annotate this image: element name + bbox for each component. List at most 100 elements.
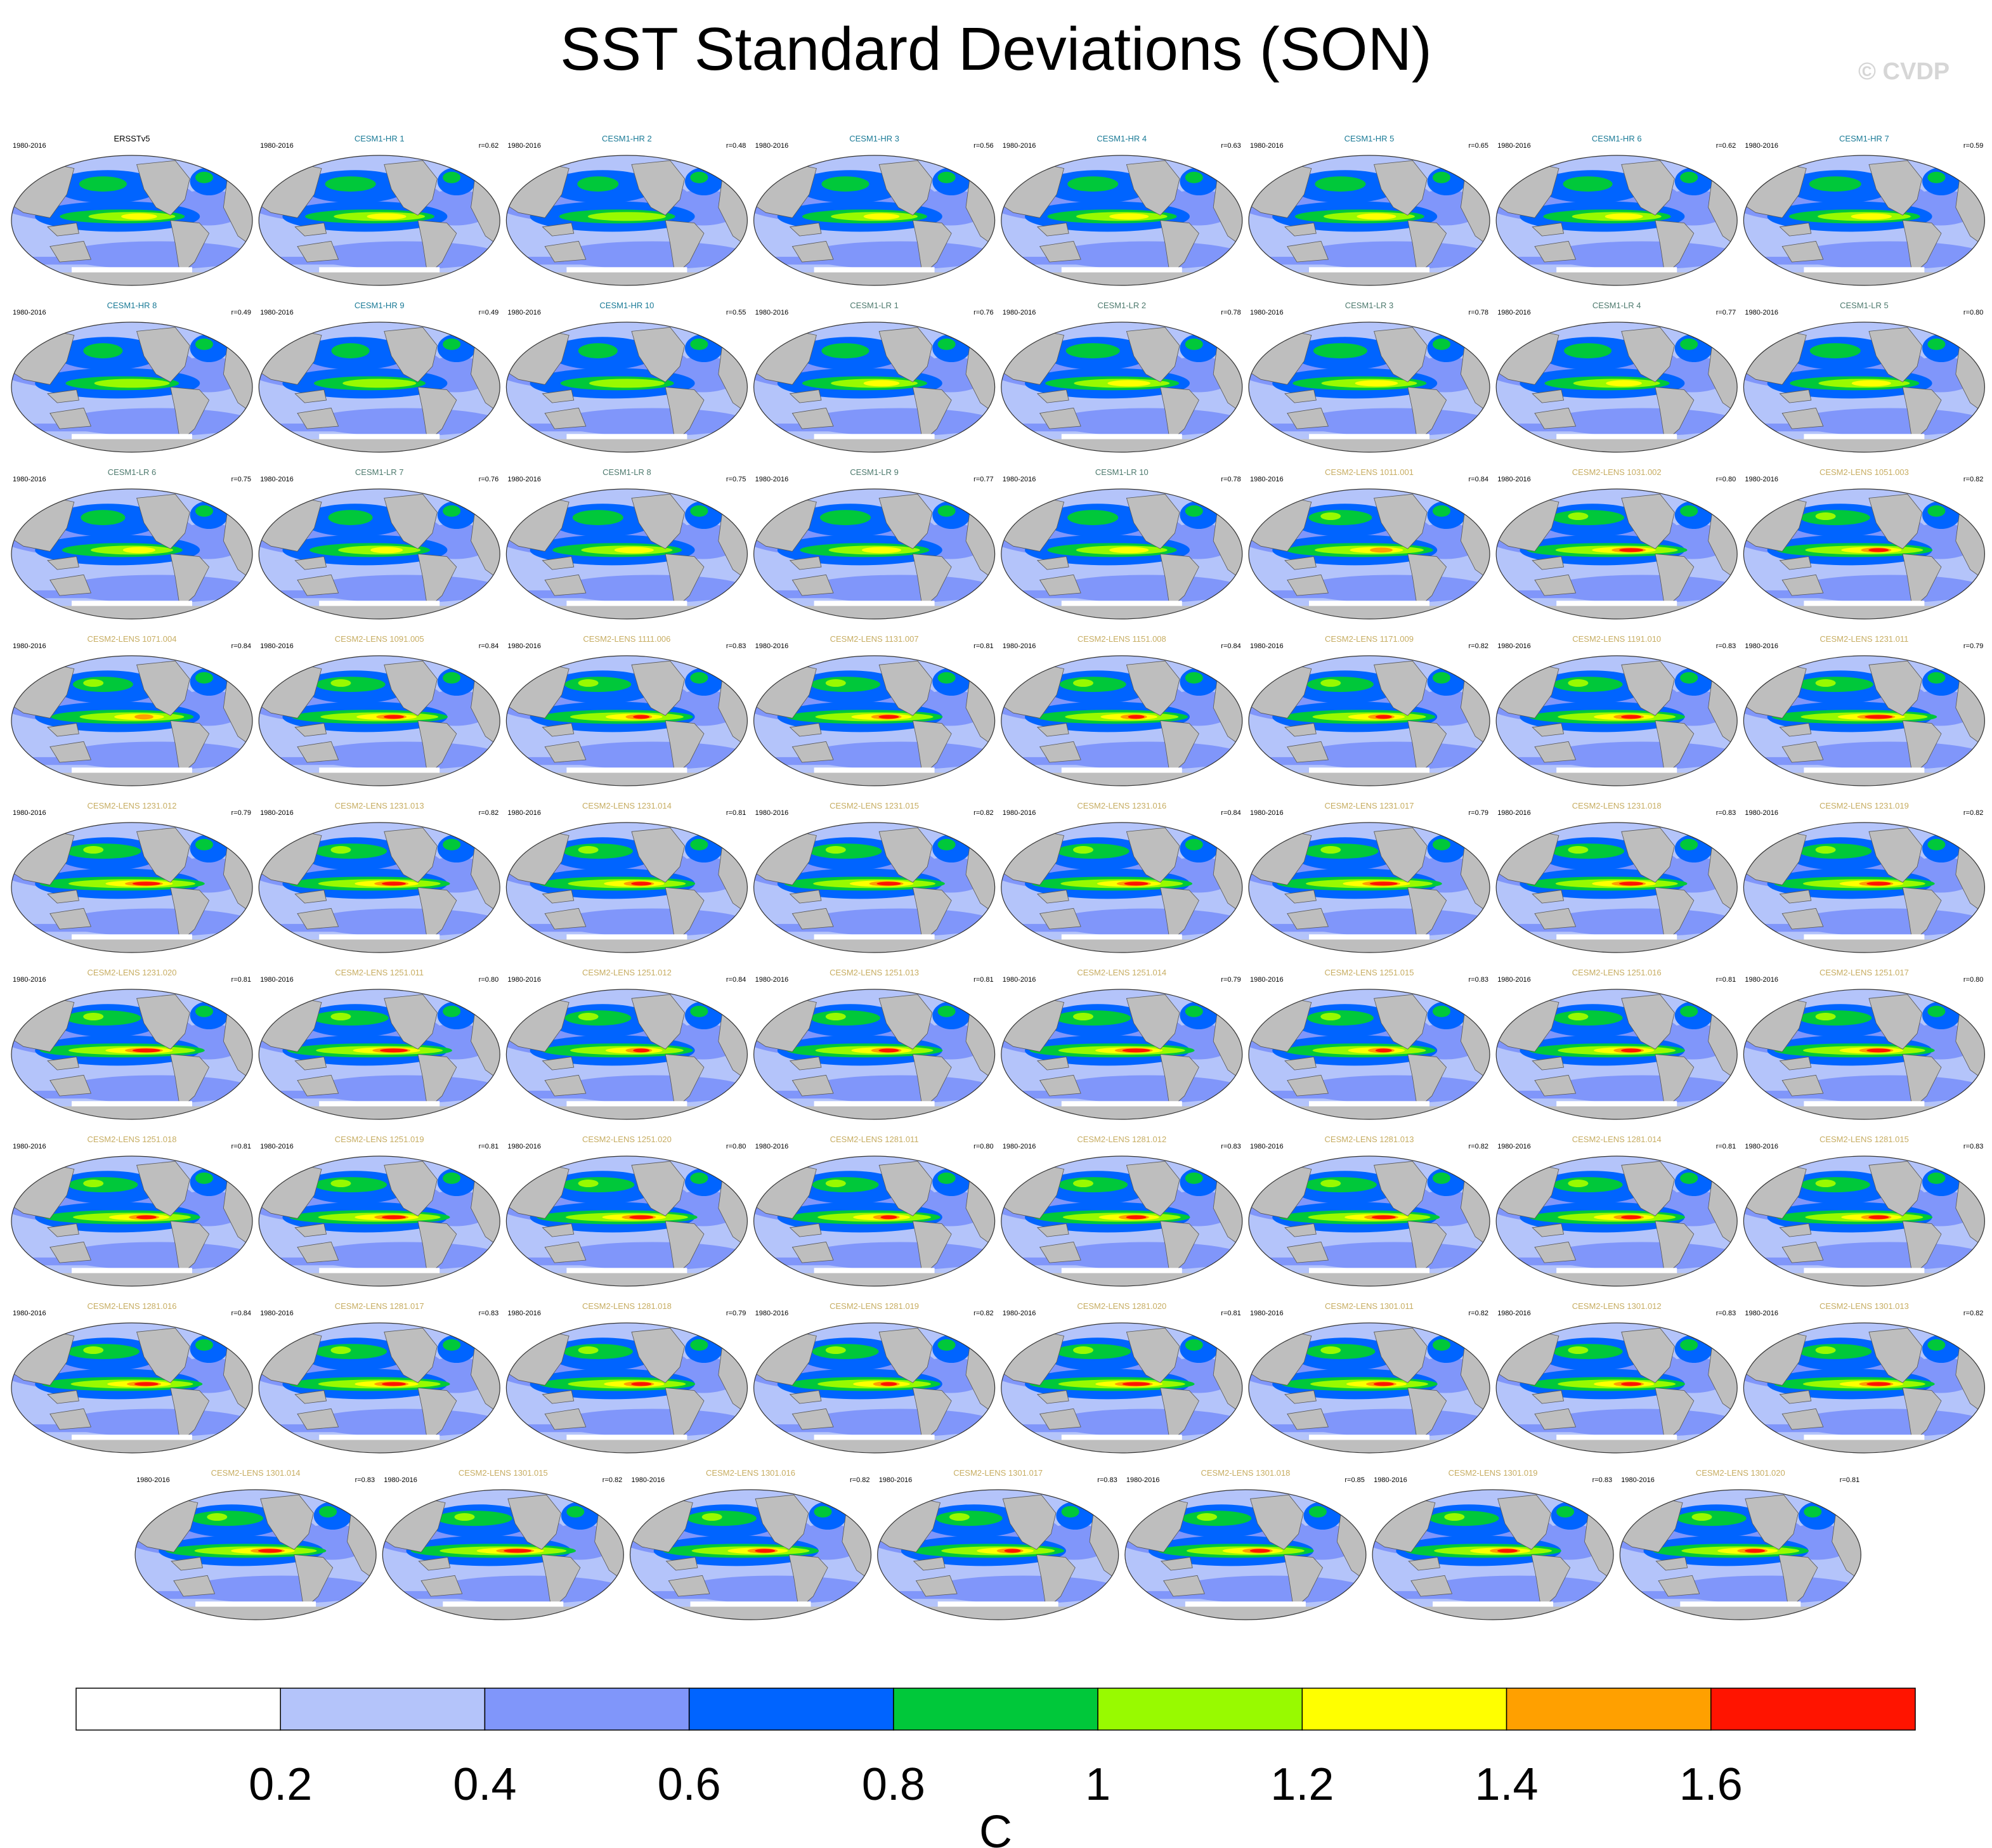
- panel-period: 1980-2016: [260, 1143, 294, 1150]
- panel-title: CESM1-HR 1: [355, 134, 405, 143]
- map-panel: 1980-2016 CESM2-LENS 1171.009 r=0.82: [1248, 634, 1490, 786]
- map-panel: 1980-2016 CESM2-LENS 1301.019 r=0.83: [1372, 1468, 1614, 1620]
- watermark: © CVDP: [1858, 58, 1950, 85]
- panel-correlation: r=0.84: [1469, 476, 1489, 483]
- panel-title: CESM1-LR 9: [850, 467, 899, 477]
- panel-period: 1980-2016: [1745, 476, 1778, 483]
- panel-title: CESM2-LENS 1281.018: [582, 1301, 672, 1311]
- panel-title: CESM1-HR 8: [107, 301, 157, 310]
- panel-correlation: r=0.78: [1221, 309, 1241, 316]
- panel-period: 1980-2016: [1250, 476, 1284, 483]
- panel-period: 1980-2016: [1745, 976, 1778, 984]
- panel-title: CESM2-LENS 1131.007: [830, 634, 919, 644]
- panel-period: 1980-2016: [13, 809, 46, 817]
- panel-title: CESM2-LENS 1281.019: [830, 1301, 919, 1311]
- panel-correlation: r=0.81: [1840, 1476, 1860, 1484]
- map-panel: 1980-2016 CESM2-LENS 1051.003 r=0.82: [1743, 467, 1985, 620]
- colorbar-tick-label: 0.6: [658, 1759, 721, 1810]
- colorbar-tick-label: 0.8: [862, 1759, 925, 1810]
- map-panel: 1980-2016 CESM2-LENS 1231.017 r=0.79: [1248, 801, 1490, 953]
- panel-correlation: r=0.81: [1221, 1310, 1241, 1317]
- map-panel: 1980-2016 CESM2-LENS 1131.007 r=0.81: [753, 634, 996, 786]
- map-panel: 1980-2016 CESM2-LENS 1031.002 r=0.80: [1495, 467, 1738, 620]
- panel-correlation: r=0.78: [1469, 309, 1489, 316]
- panel-correlation: r=0.83: [1963, 1143, 1984, 1150]
- panel-correlation: r=0.48: [726, 142, 746, 150]
- panel-title: CESM2-LENS 1071.004: [88, 634, 177, 644]
- map-panel: 1980-2016 CESM2-LENS 1251.013 r=0.81: [753, 968, 996, 1120]
- panel-correlation: r=0.79: [1963, 642, 1984, 650]
- panel-correlation: r=0.82: [1469, 1310, 1489, 1317]
- map-panel: 1980-2016 CESM1-HR 3 r=0.56: [753, 134, 996, 286]
- map-panel: 1980-2016 CESM2-LENS 1281.012 r=0.83: [1001, 1135, 1243, 1287]
- colorbar-segment: [1710, 1688, 1916, 1731]
- panel-title: CESM2-LENS 1231.020: [88, 968, 177, 977]
- panel-title: CESM1-HR 3: [849, 134, 899, 143]
- colorbar-segment: [1506, 1688, 1712, 1731]
- panel-period: 1980-2016: [13, 976, 46, 984]
- panel-correlation: r=0.82: [1963, 809, 1984, 817]
- panel-period: 1980-2016: [1250, 309, 1284, 316]
- map-panel: 1980-2016 CESM2-LENS 1281.014 r=0.81: [1495, 1135, 1738, 1287]
- panel-correlation: r=0.81: [1716, 1143, 1736, 1150]
- panel-correlation: r=0.81: [973, 976, 994, 984]
- map-panel: 1980-2016 CESM2-LENS 1301.017 r=0.83: [877, 1468, 1119, 1620]
- map-panel: 1980-2016 CESM2-LENS 1251.018 r=0.81: [11, 1135, 253, 1287]
- colorbar-segment: [893, 1688, 1098, 1731]
- panel-period: 1980-2016: [260, 976, 294, 984]
- panel-correlation: r=0.62: [1716, 142, 1736, 150]
- panel-period: 1980-2016: [755, 309, 789, 316]
- panel-period: 1980-2016: [13, 1310, 46, 1317]
- panel-period: 1980-2016: [1745, 1310, 1778, 1317]
- panel-title: ERSSTv5: [114, 134, 150, 143]
- map-panel: 1980-2016 CESM1-HR 6 r=0.62: [1495, 134, 1738, 286]
- panel-title: CESM2-LENS 1231.017: [1325, 801, 1414, 810]
- panel-period: 1980-2016: [1003, 642, 1036, 650]
- map-panel: 1980-2016 CESM2-LENS 1281.011 r=0.80: [753, 1135, 996, 1287]
- panel-period: 1980-2016: [507, 142, 541, 150]
- panel-correlation: r=0.49: [479, 309, 499, 316]
- panel-period: 1980-2016: [507, 809, 541, 817]
- map-panel: 1980-2016 CESM1-LR 6 r=0.75: [11, 467, 253, 620]
- panel-period: 1980-2016: [384, 1476, 417, 1484]
- panel-period: 1980-2016: [1745, 309, 1778, 316]
- map-panel: 1980-2016 CESM1-LR 9 r=0.77: [753, 467, 996, 620]
- colorbar-tick-label: 1.6: [1679, 1759, 1743, 1810]
- map-panel: 1980-2016 CESM2-LENS 1301.015 r=0.82: [382, 1468, 624, 1620]
- map-panel: 1980-2016 CESM2-LENS 1231.011 r=0.79: [1743, 634, 1985, 786]
- panel-correlation: r=0.82: [479, 809, 499, 817]
- colorbar-tick-label: 0.4: [453, 1759, 516, 1810]
- map-panel: 1980-2016 CESM2-LENS 1251.020 r=0.80: [505, 1135, 748, 1287]
- panel-title: CESM1-LR 5: [1840, 301, 1889, 310]
- panel-period: 1980-2016: [13, 476, 46, 483]
- panel-period: 1980-2016: [260, 1310, 294, 1317]
- panel-title: CESM2-LENS 1251.015: [1325, 968, 1414, 977]
- panel-period: 1980-2016: [1745, 142, 1778, 150]
- map-panel: 1980-2016 CESM2-LENS 1151.008 r=0.84: [1001, 634, 1243, 786]
- panel-title: CESM1-HR 10: [599, 301, 654, 310]
- map-panel: 1980-2016 CESM2-LENS 1111.006 r=0.83: [505, 634, 748, 786]
- panel-title: CESM1-LR 8: [602, 467, 651, 477]
- map-panel: 1980-2016 CESM2-LENS 1231.012 r=0.79: [11, 801, 253, 953]
- colorbar-segment: [484, 1688, 690, 1731]
- panel-correlation: r=0.49: [231, 309, 252, 316]
- panel-period: 1980-2016: [1497, 642, 1531, 650]
- panel-title: CESM2-LENS 1031.002: [1572, 467, 1662, 477]
- colorbar-segment: [1097, 1688, 1303, 1731]
- map-panel: 1980-2016 CESM1-LR 1 r=0.76: [753, 301, 996, 453]
- map-panel: 1980-2016 CESM2-LENS 1231.016 r=0.84: [1001, 801, 1243, 953]
- panel-period: 1980-2016: [755, 1143, 789, 1150]
- map-panel: 1980-2016 CESM2-LENS 1281.015 r=0.83: [1743, 1135, 1985, 1287]
- map-panel: 1980-2016 CESM1-HR 10 r=0.55: [505, 301, 748, 453]
- panel-period: 1980-2016: [1745, 809, 1778, 817]
- panel-correlation: r=0.84: [479, 642, 499, 650]
- panel-correlation: r=0.76: [973, 309, 994, 316]
- panel-title: CESM2-LENS 1251.017: [1819, 968, 1909, 977]
- panel-period: 1980-2016: [260, 142, 294, 150]
- panel-correlation: r=0.82: [850, 1476, 870, 1484]
- panel-period: 1980-2016: [13, 1143, 46, 1150]
- map-panel: 1980-2016 CESM2-LENS 1281.020 r=0.81: [1001, 1301, 1243, 1454]
- map-panel: 1980-2016 CESM2-LENS 1071.004 r=0.84: [11, 634, 253, 786]
- colorbar-tick-label: 0.2: [249, 1759, 312, 1810]
- panel-period: 1980-2016: [507, 1143, 541, 1150]
